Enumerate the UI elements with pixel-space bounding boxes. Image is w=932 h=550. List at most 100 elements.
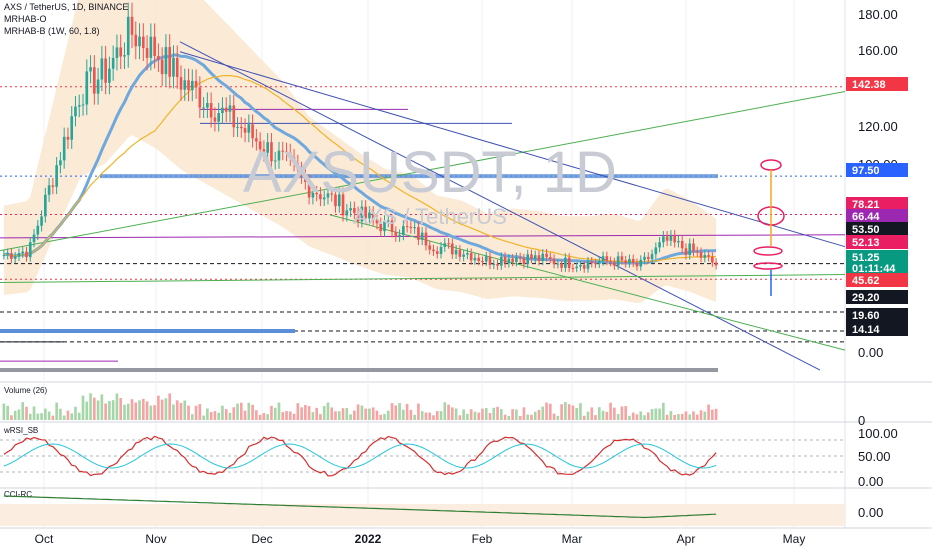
volume-bar	[692, 411, 695, 420]
volume-bar	[454, 408, 458, 420]
candle	[213, 117, 217, 122]
volume-bar	[601, 410, 605, 420]
volume-bar	[337, 411, 341, 420]
volume-bar	[66, 410, 70, 420]
candle	[236, 126, 239, 128]
volume-bar	[326, 402, 330, 420]
target-marker	[760, 159, 782, 171]
candle	[93, 67, 96, 94]
volume-bar	[77, 412, 81, 420]
candle	[579, 265, 582, 267]
candle	[243, 128, 247, 133]
candle	[605, 256, 609, 261]
cci-tick: 0.00	[858, 505, 883, 520]
wrsi-label: wRSI_SB	[3, 426, 38, 435]
indicator-label-2: MRHAB-B (1W, 60, 1.8)	[4, 26, 100, 36]
candle	[451, 243, 454, 255]
candle	[432, 249, 435, 252]
volume-bar	[115, 393, 119, 420]
candle	[304, 176, 307, 182]
candle	[138, 36, 141, 47]
candle	[190, 80, 194, 91]
candle	[677, 240, 680, 243]
wrsi-panel: wRSI_SB	[0, 426, 932, 489]
volume-bar	[409, 409, 413, 420]
volume-bar	[503, 414, 507, 420]
candle	[277, 150, 281, 161]
volume-bar	[236, 403, 239, 420]
volume-bar	[157, 395, 160, 420]
volume-bar	[194, 405, 198, 420]
candle	[616, 256, 620, 266]
candle	[345, 210, 349, 216]
candle	[417, 227, 420, 240]
time-axis[interactable]: Oct Nov Dec 2022 Feb Mar Apr May	[35, 532, 806, 546]
candle	[673, 235, 676, 243]
candle	[613, 261, 616, 266]
volume-bar	[597, 407, 601, 420]
volume-bar	[526, 414, 530, 420]
volume-bar	[32, 406, 36, 420]
price-tag-bg	[846, 209, 908, 223]
volume-bar	[515, 409, 518, 420]
volume-bar	[89, 393, 92, 420]
candle	[435, 251, 439, 254]
candle	[96, 79, 100, 94]
volume-bar	[315, 407, 318, 420]
candle	[108, 68, 111, 83]
volume-bar	[307, 406, 311, 420]
candle	[81, 104, 85, 106]
volume-bar	[172, 404, 175, 420]
price-tag-bg	[846, 250, 908, 264]
volume-bar	[466, 413, 469, 420]
volume-bar	[548, 403, 552, 420]
volume-bar	[616, 413, 620, 420]
volume-bar	[270, 405, 273, 420]
candle	[123, 55, 126, 57]
candle	[586, 261, 590, 269]
price-axis[interactable]: 180.00160.00120.00100.000.000100.0050.00…	[858, 7, 898, 520]
candle	[511, 258, 514, 262]
candle	[307, 181, 311, 198]
volume-bar	[624, 406, 627, 420]
candle	[221, 107, 224, 114]
volume-panel: Volume (26)	[0, 386, 932, 423]
volume-bar	[496, 406, 499, 420]
volume-bar	[620, 406, 624, 420]
volume-bar	[582, 415, 586, 420]
candle	[560, 263, 563, 268]
volume-bar	[443, 402, 447, 420]
volume-bar	[288, 411, 292, 420]
volume-bar	[224, 409, 228, 420]
price-tag-bg	[846, 222, 908, 236]
volume-bar	[364, 408, 367, 420]
volume-bar	[266, 414, 269, 420]
volume-bar	[473, 411, 477, 420]
price-tag-label: 142.38	[852, 79, 886, 91]
candle	[134, 34, 138, 47]
candle	[179, 77, 183, 90]
candle	[251, 124, 254, 139]
volume-bar	[153, 405, 156, 420]
volume-bar	[711, 409, 714, 420]
candle	[684, 248, 688, 256]
volume-bar	[360, 405, 364, 420]
trend-line	[0, 91, 846, 252]
trend-line	[179, 51, 846, 248]
candle	[360, 206, 364, 222]
candle	[334, 194, 337, 207]
candle	[296, 163, 300, 170]
volume-bar	[368, 408, 371, 420]
candle	[255, 138, 258, 142]
volume-bar	[145, 401, 149, 420]
candle	[533, 255, 537, 259]
volume-bar	[190, 414, 194, 420]
candle	[187, 80, 190, 91]
price-tag-label: 29.20	[852, 292, 880, 304]
volume-bar	[353, 410, 356, 420]
volume-bar	[447, 404, 450, 420]
candle	[643, 256, 646, 260]
volume-bar	[571, 405, 575, 420]
candle	[224, 107, 228, 112]
